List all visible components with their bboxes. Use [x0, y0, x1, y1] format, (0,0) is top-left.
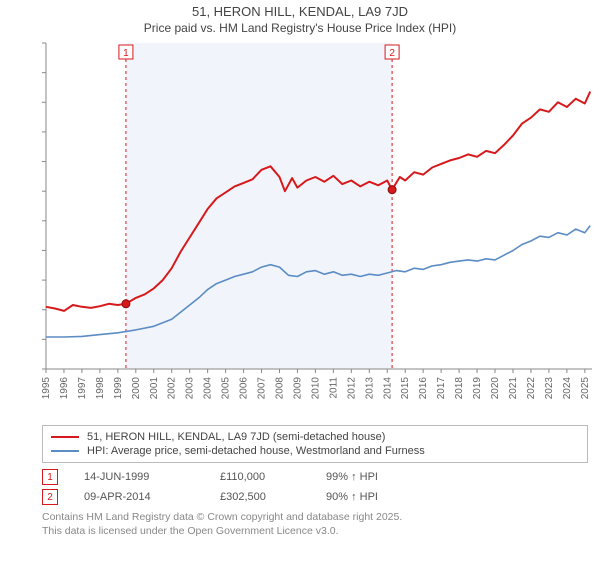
footnote: Contains HM Land Registry data © Crown c…: [42, 511, 588, 538]
svg-text:2000: 2000: [131, 377, 142, 400]
svg-text:1999: 1999: [113, 377, 124, 400]
svg-text:1997: 1997: [77, 377, 88, 400]
svg-text:2019: 2019: [472, 377, 483, 400]
svg-text:1998: 1998: [95, 377, 106, 400]
sale-price: £110,000: [220, 471, 300, 483]
svg-text:2023: 2023: [544, 377, 555, 400]
svg-text:2007: 2007: [257, 377, 268, 400]
sale-row: 1 14-JUN-1999 £110,000 99% ↑ HPI: [42, 467, 588, 487]
svg-text:1: 1: [123, 48, 129, 59]
legend-swatch: [51, 436, 79, 438]
svg-text:2010: 2010: [310, 377, 321, 400]
svg-text:2018: 2018: [454, 377, 465, 400]
svg-text:2012: 2012: [346, 377, 357, 400]
svg-text:2004: 2004: [203, 377, 214, 400]
svg-text:2013: 2013: [364, 377, 375, 400]
sale-row: 2 09-APR-2014 £302,500 90% ↑ HPI: [42, 487, 588, 507]
svg-text:2003: 2003: [185, 377, 196, 400]
svg-text:2001: 2001: [149, 377, 160, 400]
footnote-line-1: Contains HM Land Registry data © Crown c…: [42, 511, 588, 525]
svg-text:2016: 2016: [418, 377, 429, 400]
svg-text:1995: 1995: [41, 377, 52, 400]
legend-label: 51, HERON HILL, KENDAL, LA9 7JD (semi-de…: [87, 431, 385, 443]
svg-text:2021: 2021: [508, 377, 519, 400]
sale-hpi: 99% ↑ HPI: [326, 471, 378, 483]
legend: 51, HERON HILL, KENDAL, LA9 7JD (semi-de…: [42, 425, 588, 463]
chart-svg: £0£50K£100K£150K£200K£250K£300K£350K£400…: [40, 39, 600, 419]
svg-text:2002: 2002: [167, 377, 178, 400]
page-subtitle: Price paid vs. HM Land Registry's House …: [0, 21, 600, 35]
svg-text:2024: 2024: [562, 377, 573, 400]
chart: £0£50K£100K£150K£200K£250K£300K£350K£400…: [40, 39, 600, 419]
sale-date: 14-JUN-1999: [84, 471, 194, 483]
svg-text:2: 2: [389, 48, 395, 59]
svg-text:2008: 2008: [274, 377, 285, 400]
sale-hpi: 90% ↑ HPI: [326, 491, 378, 503]
svg-text:1996: 1996: [59, 377, 70, 400]
sale-marker: 1: [42, 469, 58, 485]
svg-text:2014: 2014: [382, 377, 393, 400]
svg-text:2005: 2005: [221, 377, 232, 400]
sales-table: 1 14-JUN-1999 £110,000 99% ↑ HPI 2 09-APR-201…: [42, 467, 588, 507]
sale-price: £302,500: [220, 491, 300, 503]
svg-text:2015: 2015: [400, 377, 411, 400]
svg-text:2006: 2006: [239, 377, 250, 400]
sale-date: 09-APR-2014: [84, 491, 194, 503]
legend-row: HPI: Average price, semi-detached house,…: [51, 444, 579, 458]
svg-text:2009: 2009: [292, 377, 303, 400]
legend-swatch: [51, 450, 79, 452]
svg-text:2011: 2011: [328, 377, 339, 399]
svg-text:2025: 2025: [580, 377, 591, 400]
footnote-line-2: This data is licensed under the Open Gov…: [42, 525, 588, 539]
legend-label: HPI: Average price, semi-detached house,…: [87, 445, 425, 457]
svg-text:2022: 2022: [526, 377, 537, 400]
page-title: 51, HERON HILL, KENDAL, LA9 7JD: [0, 4, 600, 19]
svg-text:2017: 2017: [436, 377, 447, 400]
legend-row: 51, HERON HILL, KENDAL, LA9 7JD (semi-de…: [51, 430, 579, 444]
sale-marker: 2: [42, 489, 58, 505]
svg-text:2020: 2020: [490, 377, 501, 400]
